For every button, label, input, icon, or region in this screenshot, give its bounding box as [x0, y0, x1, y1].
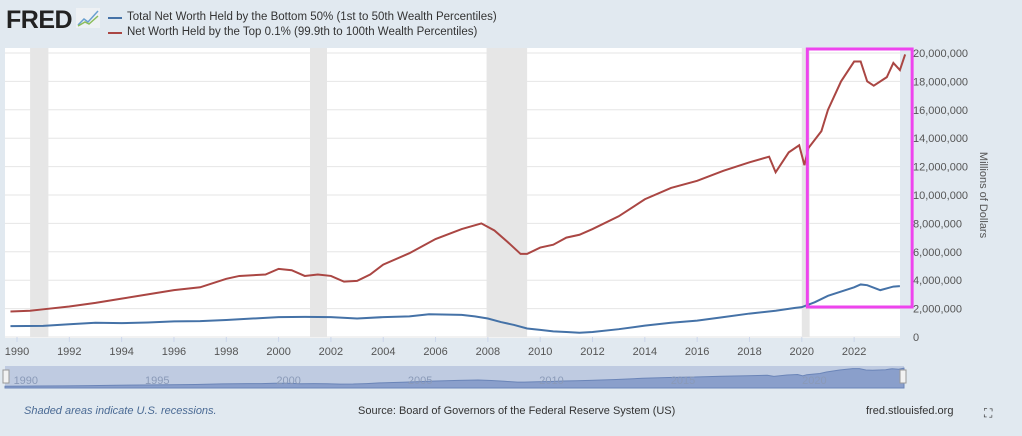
navigator-label: 2020 [802, 375, 826, 387]
x-tick-label: 2000 [266, 346, 290, 358]
x-tick-label: 2006 [423, 346, 447, 358]
y-tick-label: 20,000,000 [913, 48, 968, 60]
x-tick-label: 2010 [528, 346, 552, 358]
x-tick-label: 2004 [371, 346, 395, 358]
navigator-label: 2015 [671, 375, 695, 387]
x-tick-label: 1992 [57, 346, 81, 358]
series-line-bottom50 [10, 283, 900, 334]
legend-swatch [108, 31, 122, 34]
x-tick-label: 1994 [109, 346, 133, 358]
recession-band [30, 48, 49, 337]
x-tick-label: 2022 [842, 346, 866, 358]
legend-label: Net Worth Held by the Top 0.1% (99.9th t… [127, 26, 478, 38]
plot-area [5, 48, 900, 338]
legend-swatch [108, 16, 122, 19]
legend-label: Total Net Worth Held by the Bottom 50% (… [127, 11, 497, 23]
x-tick-label: 2002 [319, 346, 343, 358]
navigator-label: 1990 [14, 375, 38, 387]
navigator-handle[interactable] [899, 369, 907, 384]
y-tick-label: 2,000,000 [913, 304, 962, 316]
source-text: Source: Board of Governors of the Federa… [358, 405, 676, 417]
y-tick-label: 14,000,000 [913, 133, 968, 145]
chart: 0 2,000,000 4,000,000 6,000,000 8,000,000 10,… [2, 47, 989, 389]
x-tick-label: 2016 [685, 346, 709, 358]
recession-band [486, 48, 528, 337]
navigator-label: 1995 [145, 375, 169, 387]
recession-note: Shaded areas indicate U.S. recessions. [24, 405, 217, 417]
y-tick-label: 16,000,000 [913, 105, 968, 117]
fullscreen-icon[interactable]: ⛶ [984, 406, 993, 420]
x-tick-label: 1998 [214, 346, 238, 358]
site-link[interactable]: fred.stlouisfed.org [866, 405, 954, 417]
recession-band [801, 48, 810, 337]
navigator-label: 2000 [276, 375, 300, 387]
x-tick-label: 2020 [790, 346, 814, 358]
x-tick-label: 2018 [737, 346, 761, 358]
navigator-label: 2010 [539, 375, 563, 387]
navigator-handle[interactable] [2, 369, 10, 384]
y-tick-label: 4,000,000 [913, 275, 962, 287]
y-tick-label: 12,000,000 [913, 162, 968, 174]
x-tick-label: 2014 [633, 346, 657, 358]
legend: Total Net Worth Held by the Bottom 50% (… [108, 10, 497, 40]
y-tick-label: 0 [913, 332, 919, 344]
y-tick-label: 10,000,000 [913, 190, 968, 202]
highlight-box [805, 47, 914, 309]
chart-logo-icon [76, 8, 100, 28]
y-tick-label: 8,000,000 [913, 218, 962, 230]
y-tick-label: 18,000,000 [913, 76, 968, 88]
fred-logo[interactable]: FRED [6, 6, 73, 34]
y-tick-label: 6,000,000 [913, 247, 962, 259]
legend-item-bottom50[interactable]: Total Net Worth Held by the Bottom 50% (… [108, 10, 497, 25]
x-tick-label: 2012 [580, 346, 604, 358]
x-tick-label: 1996 [162, 346, 186, 358]
series-line-top01 [10, 54, 907, 313]
y-axis-label: Millions of Dollars [977, 152, 989, 239]
recession-band [309, 48, 327, 337]
x-tick-label: 1990 [5, 346, 29, 358]
navigator-area [4, 367, 905, 389]
x-tick-label: 2008 [476, 346, 500, 358]
navigator-label: 2005 [408, 375, 432, 387]
legend-item-top01[interactable]: Net Worth Held by the Top 0.1% (99.9th t… [108, 25, 497, 40]
